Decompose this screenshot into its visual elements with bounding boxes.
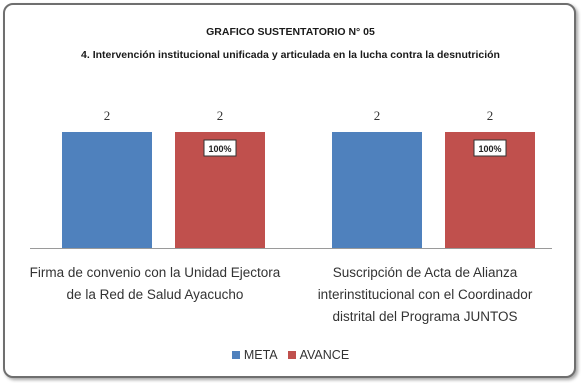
annotation-label-2: 100% (478, 144, 501, 154)
legend-label-avance: AVANCE (299, 348, 350, 362)
legend-swatch-avance (287, 351, 296, 359)
data-label-meta-2: 2 (374, 108, 381, 123)
chart-subtitle: 4. Intervención institucional unificada … (81, 49, 500, 61)
annotation-box-2 (473, 139, 507, 157)
category-label-2: Suscripción de Acta de Alianza interinsti… (317, 265, 533, 324)
legend: META AVANCE (0, 348, 581, 362)
data-label-avance-1: 2 (217, 108, 224, 123)
chart-title: GRAFICO SUSTENTATORIO N° 05 (206, 26, 375, 38)
data-label-avance-2: 2 (487, 108, 494, 123)
annotation-box-1 (203, 139, 237, 157)
annotation-label-1: 100% (208, 144, 231, 154)
legend-item-meta: META (231, 348, 278, 362)
legend-swatch-meta (231, 351, 240, 359)
bar-meta-2 (332, 132, 422, 248)
bar-meta-1 (62, 132, 152, 248)
legend-label-meta: META (243, 348, 278, 362)
data-label-meta-1: 2 (104, 108, 111, 123)
legend-item-avance: AVANCE (287, 348, 350, 362)
category-label-1: Firma de convenio con la Unidad Ejectora… (29, 265, 281, 302)
